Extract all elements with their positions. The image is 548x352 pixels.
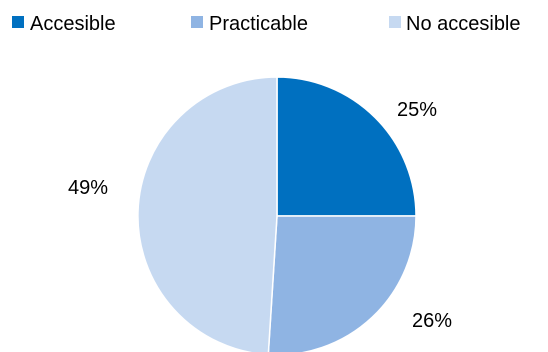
legend-item-accesible: Accesible [12, 13, 116, 35]
pie-slice-practicable [267, 215, 417, 352]
data-label-practicable: 26% [412, 310, 452, 332]
legend-swatch-practicable [191, 16, 203, 28]
pie-slice-accesible [276, 76, 417, 217]
legend-item-no-accesible: No accesible [389, 13, 521, 35]
legend-label-no-accesible: No accesible [406, 13, 521, 35]
legend-item-practicable: Practicable [191, 13, 308, 35]
legend-swatch-no-accesible [389, 16, 401, 28]
pie-slices [137, 76, 417, 352]
legend-swatch-accesible [12, 16, 24, 28]
data-label-no-accesible: 49% [68, 177, 108, 199]
data-label-accesible: 25% [397, 99, 437, 121]
pie-slice-no-accesible [137, 76, 278, 352]
legend-label-practicable: Practicable [209, 13, 308, 35]
legend-label-accesible: Accesible [30, 13, 116, 35]
legend: Accesible Practicable No accesible [12, 13, 521, 35]
